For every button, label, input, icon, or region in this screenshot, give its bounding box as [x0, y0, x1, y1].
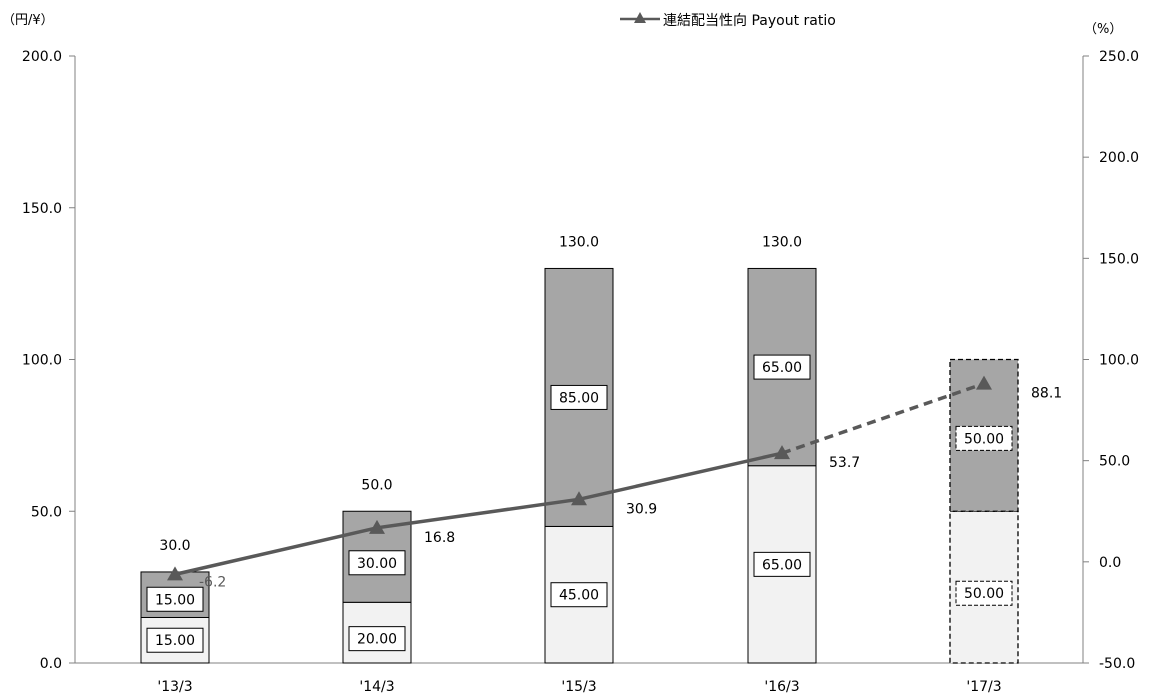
labels: 15.00 15.00 30.0 20.00 30.00 50.0 45.00 85.00 13… [146, 234, 1062, 653]
left-tick-label: 50.0 [31, 504, 62, 520]
bar-lower-value-label-box [550, 582, 608, 608]
right-tick-label: -50.0 [1099, 656, 1135, 672]
bar-upper-value-label-box [146, 586, 204, 612]
bar-lower-value-label-box [348, 626, 406, 652]
right-tick-label: 0.0 [1099, 555, 1121, 571]
bar-upper-value-label: 50.00 [964, 431, 1004, 447]
bar-lower-value-label: 15.00 [155, 633, 195, 649]
left-tick-label: 0.0 [40, 656, 62, 672]
right-tick-label: 150.0 [1099, 251, 1139, 267]
bar-upper-value-label: 30.00 [357, 556, 397, 572]
bar-upper-value-label-box [753, 354, 811, 380]
left-tick-label: 200.0 [22, 49, 62, 65]
payout-point-marker [571, 491, 587, 506]
bar-total-label: 50.0 [361, 477, 392, 493]
x-category-label: '17/3 [966, 679, 1001, 695]
bar-lower-value-label: 50.00 [964, 586, 1004, 602]
bar-upper-value-label-box [955, 425, 1013, 451]
right-axis-unit: （%） [1084, 22, 1122, 37]
payout-value-label: 88.1 [1031, 386, 1062, 402]
payout-point-marker [369, 519, 385, 534]
left-tick-label: 100.0 [22, 353, 62, 369]
right-tick-label: 50.0 [1099, 454, 1130, 470]
bar-lower-value-label: 65.00 [762, 557, 802, 573]
payout-ratio-line [167, 375, 992, 581]
legend-triangle-marker [634, 12, 646, 23]
axes: 0.0 50.0 100.0 150.0 200.0 -50.0 0.0 50.0 100.0 1… [22, 49, 1139, 695]
x-category-label: '13/3 [157, 679, 192, 695]
bar-lower-value-label: 20.00 [357, 632, 397, 648]
payout-line-actual [174, 451, 783, 577]
right-tick-label: 200.0 [1099, 150, 1139, 166]
legend: 連結配当性向 Payout ratio [620, 12, 836, 29]
bar-upper-value-label-box [550, 384, 608, 410]
payout-value-label: -6.2 [199, 574, 226, 590]
right-tick-label: 100.0 [1099, 353, 1139, 369]
payout-point-marker [167, 566, 183, 581]
legend-label: 連結配当性向 Payout ratio [663, 13, 836, 29]
payout-value-label: 53.7 [829, 455, 860, 471]
bar-total-label: 130.0 [559, 234, 599, 250]
bar-lower-value-label: 45.00 [559, 588, 599, 604]
bar-total-label: 130.0 [762, 234, 802, 250]
bar-upper-value-label: 15.00 [155, 592, 195, 608]
payout-value-label: 16.8 [424, 530, 455, 546]
bar-total-label: 30.0 [159, 538, 190, 554]
payout-value-label: 30.9 [626, 501, 657, 517]
bar-upper-value-label: 85.00 [559, 390, 599, 406]
payout-line-forecast [781, 381, 985, 455]
x-category-label: '14/3 [359, 679, 394, 695]
bar-upper-value-label: 65.00 [762, 360, 802, 376]
left-axis-unit: （円/¥） [2, 13, 54, 28]
left-tick-label: 150.0 [22, 201, 62, 217]
bar-lower-value-label-box [753, 551, 811, 577]
bar-lower-value-label-box [146, 627, 204, 653]
bar-lower-value-label-box [955, 580, 1013, 606]
payout-point-marker [774, 445, 790, 460]
payout-point-marker [976, 375, 992, 390]
x-category-label: '15/3 [561, 679, 596, 695]
x-category-label: '16/3 [764, 679, 799, 695]
bar-upper-value-label-box [348, 550, 406, 576]
right-tick-label: 250.0 [1099, 49, 1139, 65]
